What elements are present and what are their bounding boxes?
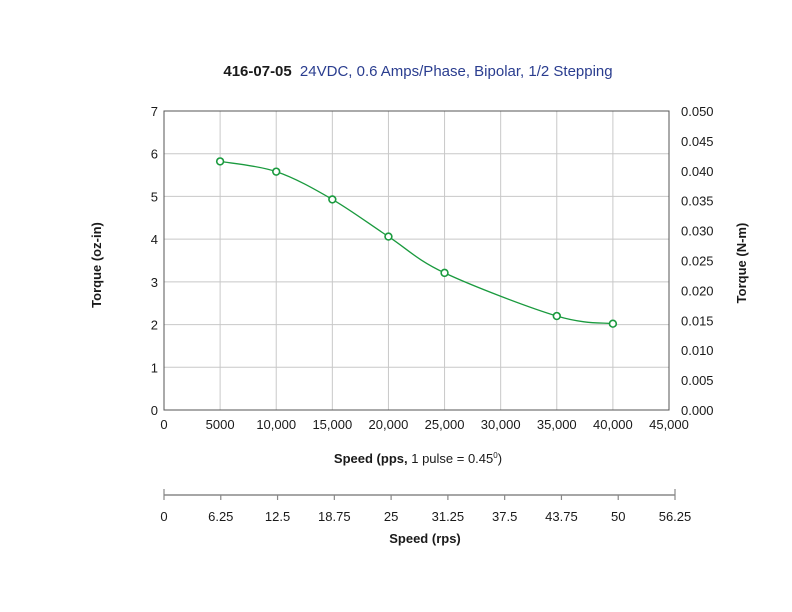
rps-tick-label: 12.5 [265, 509, 290, 524]
x-tick-label: 0 [160, 417, 167, 432]
data-point [328, 195, 337, 204]
x-tick-label: 5000 [206, 417, 235, 432]
title-description: 24VDC, 0.6 Amps/Phase, Bipolar, 1/2 Step… [296, 63, 613, 80]
x-tick-label: 35,000 [537, 417, 577, 432]
y-axis-left-ticks: 0 1 2 3 4 5 6 7 [151, 104, 158, 418]
rps-tick-label: 37.5 [492, 509, 517, 524]
y2-tick-label: 0.005 [681, 373, 714, 388]
rps-tick-label: 0 [160, 509, 167, 524]
y2-tick-label: 0.020 [681, 283, 714, 298]
rps-tick-label: 50 [611, 509, 625, 524]
y2-tick-label: 0.000 [681, 403, 714, 418]
x-tick-label: 15,000 [312, 417, 352, 432]
rps-tick-label: 18.75 [318, 509, 351, 524]
rps-tick-label: 31.25 [432, 509, 465, 524]
x-tick-label: 45,000 [649, 417, 689, 432]
y-axis-right-ticks: 0.000 0.005 0.010 0.015 0.020 0.025 0.030 0.035… [681, 104, 714, 418]
y2-tick-label: 0.015 [681, 313, 714, 328]
data-point [440, 268, 449, 278]
y-tick-label: 4 [151, 232, 158, 247]
y-axis-right-title: Torque (N-m) [734, 223, 749, 304]
data-point [215, 157, 225, 166]
y-tick-label: 6 [151, 147, 158, 162]
y-tick-label: 2 [151, 318, 158, 333]
x-tick-label: 40,000 [593, 417, 633, 432]
x2-axis-title: Speed (rps) [389, 531, 461, 546]
y-tick-label: 3 [151, 275, 158, 290]
x-tick-label: 25,000 [425, 417, 465, 432]
x-tick-label: 10,000 [256, 417, 296, 432]
x-axis-ticks: 0 5000 10,000 15,000 20,000 25,000 30,000 35,00… [160, 417, 689, 432]
y2-tick-label: 0.040 [681, 164, 714, 179]
title-model: 416-07-05 [223, 63, 291, 80]
x-axis-title-note: 1 pulse = 0.45 [408, 451, 494, 466]
y2-tick-label: 0.030 [681, 224, 714, 239]
y-tick-label: 5 [151, 189, 158, 204]
y2-tick-label: 0.025 [681, 254, 714, 269]
torque-curve-line [219, 160, 613, 325]
x-tick-label: 30,000 [481, 417, 521, 432]
rps-tick-label: 25 [384, 509, 398, 524]
x-tick-label: 20,000 [369, 417, 409, 432]
x-axis-title: Speed (pps, 1 pulse = 0.450) [334, 451, 502, 466]
y-tick-label: 1 [151, 360, 158, 375]
data-point [552, 311, 561, 321]
chart-title: 416-07-05 24VDC, 0.6 Amps/Phase, Bipolar… [223, 63, 612, 80]
y-axis-left-title: Torque (oz-in) [89, 222, 104, 308]
y2-tick-label: 0.045 [681, 134, 714, 149]
y2-tick-label: 0.035 [681, 194, 714, 209]
plot-area-frame [163, 110, 670, 411]
data-point [272, 167, 281, 176]
grid-lines [164, 111, 669, 410]
data-points [215, 157, 618, 328]
y2-tick-label: 0.010 [681, 343, 714, 358]
rps-tick-label: 6.25 [208, 509, 233, 524]
rps-tick-label: 56.25 [659, 509, 692, 524]
data-point [384, 232, 393, 241]
y-tick-label: 0 [151, 403, 158, 418]
y2-tick-label: 0.050 [681, 104, 714, 119]
rps-axis: 0 6.25 12.5 18.75 25 31.25 37.5 43.75 50 56.25 [160, 489, 691, 524]
x-axis-title-close: ) [498, 451, 502, 466]
data-point [608, 319, 618, 328]
y-tick-label: 7 [151, 104, 158, 119]
x-axis-title-superscript: 0 [493, 451, 498, 460]
rps-tick-label: 43.75 [545, 509, 578, 524]
x-axis-title-bold: Speed (pps, [334, 451, 408, 466]
svg-text:416-07-05 24VDC, 0.6 Amps/Phas: 416-07-05 24VDC, 0.6 Amps/Phase, Bipolar… [223, 63, 612, 80]
